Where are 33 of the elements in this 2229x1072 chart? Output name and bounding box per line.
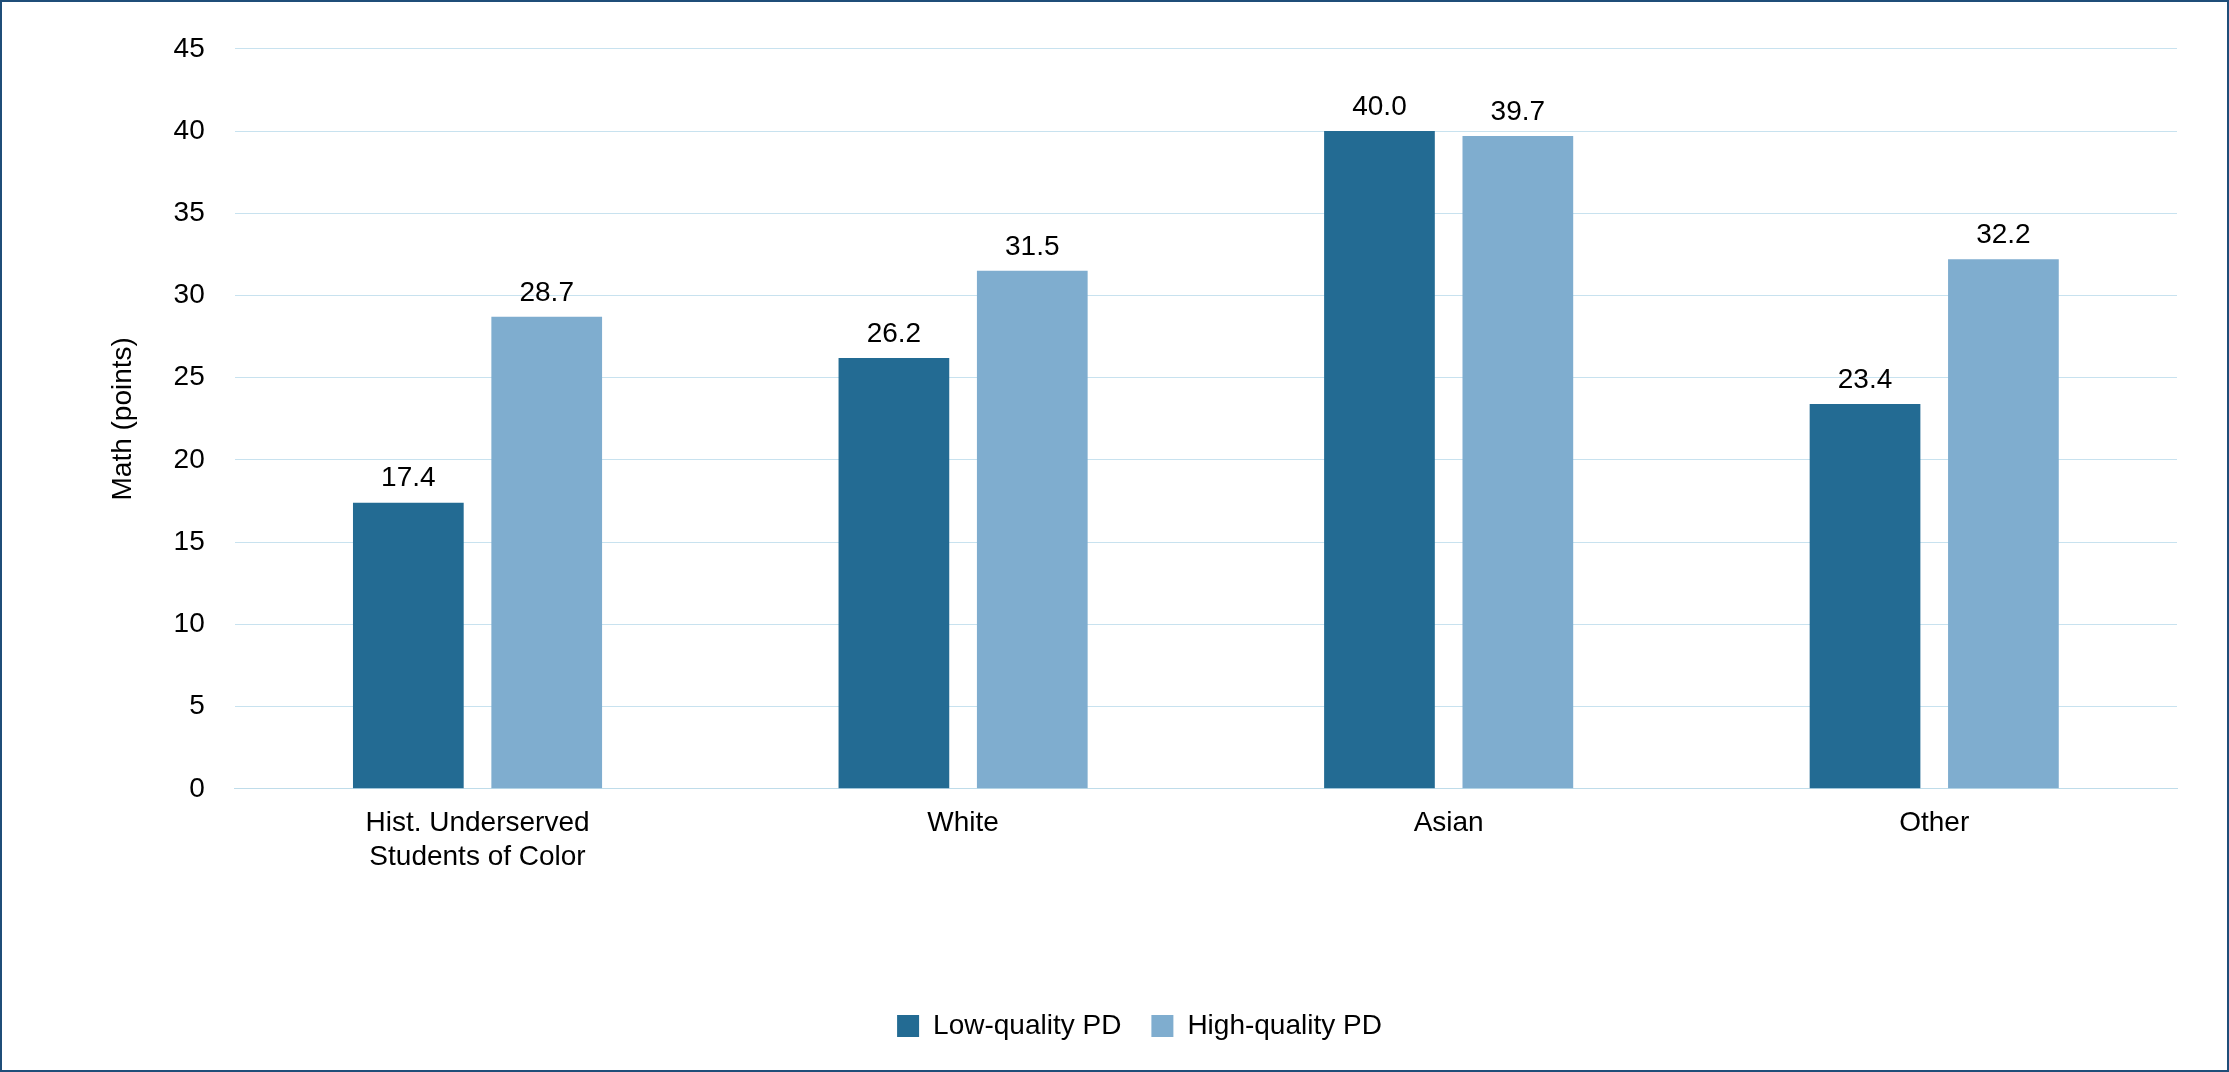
- x-tick-label: White: [927, 806, 999, 838]
- data-label: 39.7: [1490, 94, 1546, 126]
- y-tick-label: 15: [173, 524, 205, 556]
- data-label: 26.2: [866, 316, 922, 348]
- bar: [1809, 404, 1921, 789]
- data-label: 28.7: [519, 275, 574, 307]
- y-tick-label: 25: [173, 360, 205, 392]
- y-tick-label: 5: [189, 689, 205, 721]
- y-tick-label: 30: [173, 278, 205, 310]
- data-label: 40.0: [1352, 89, 1407, 121]
- data-label: 31.5: [1005, 229, 1060, 261]
- x-tick-label: Asian: [1413, 806, 1484, 838]
- data-label: 32.2: [1976, 218, 2031, 250]
- bar: [976, 270, 1088, 789]
- y-tick-label: 0: [189, 771, 205, 803]
- bar: [491, 316, 603, 789]
- data-label: 17.4: [381, 461, 436, 493]
- bar: [838, 357, 950, 789]
- data-label: 23.4: [1837, 362, 1893, 394]
- y-tick-label: 40: [173, 113, 205, 145]
- y-tick-label: 35: [173, 195, 205, 227]
- y-tick-label: 10: [173, 607, 205, 639]
- x-tick-label: Hist. Underserved Students of Color: [365, 806, 590, 871]
- bar: [1948, 259, 2059, 789]
- bar: [1462, 135, 1574, 789]
- legend-label: High-quality PD: [1187, 1008, 1382, 1040]
- legend-label: Low-quality PD: [933, 1008, 1122, 1040]
- y-axis-title: Math (points): [105, 337, 137, 501]
- y-tick-label: 20: [173, 442, 205, 474]
- bar: [1324, 131, 1435, 789]
- y-tick-label: 45: [173, 31, 205, 63]
- x-tick-label: Other: [1899, 806, 1970, 838]
- bar: [352, 502, 464, 789]
